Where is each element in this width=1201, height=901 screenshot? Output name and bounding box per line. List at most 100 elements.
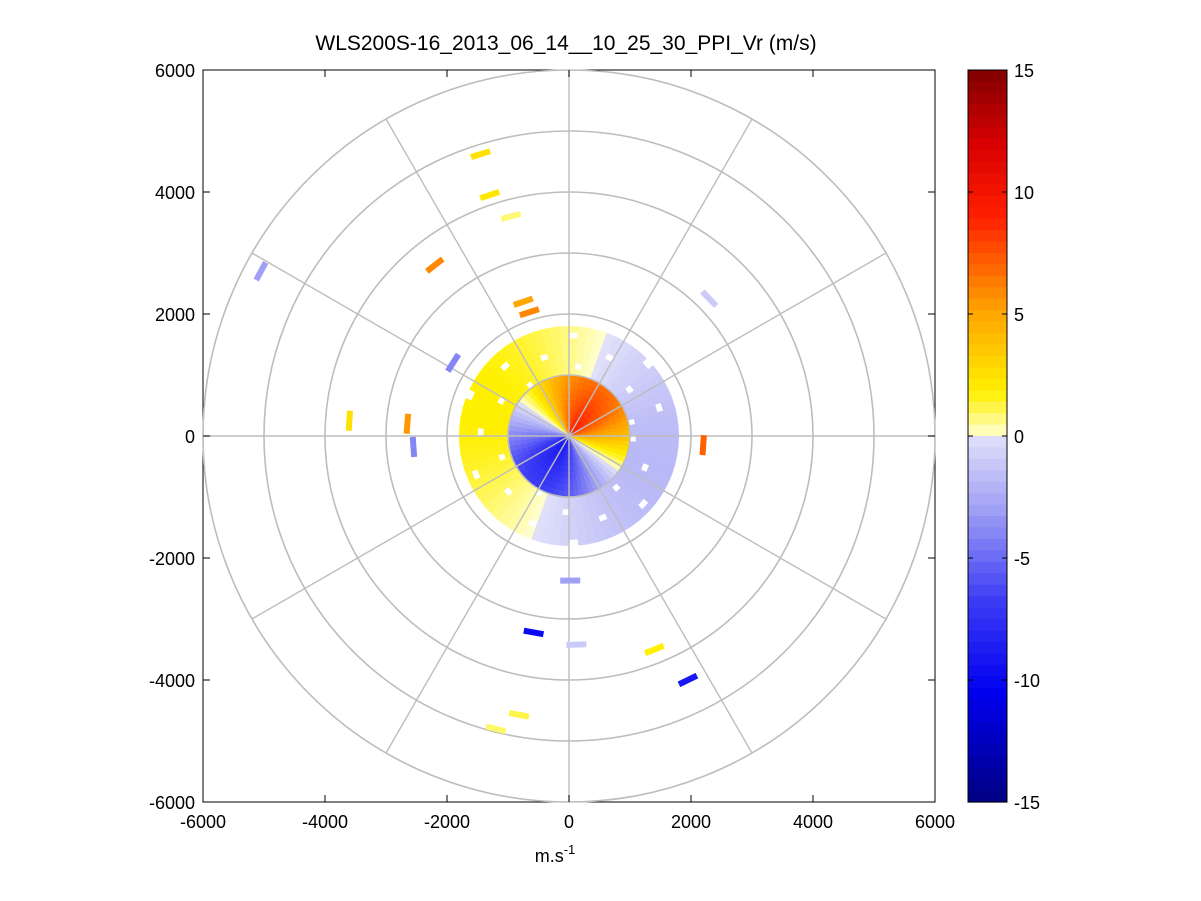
y-tick-label: 0 [185, 427, 195, 447]
velocity-cell [659, 435, 667, 445]
velocity-cell [459, 444, 468, 456]
velocity-cell [573, 381, 579, 389]
velocity-gate [508, 710, 530, 720]
spoke-line [251, 435, 570, 620]
velocity-gate [560, 577, 581, 584]
colorbar-tick-label: -15 [1014, 793, 1040, 813]
velocity-cell [513, 435, 521, 442]
velocity-cell [560, 338, 570, 346]
colorbar-band [968, 218, 1007, 231]
velocity-gate [485, 723, 507, 735]
velocity-cell [489, 435, 497, 444]
velocity-cell [495, 435, 503, 443]
velocity-cell [549, 537, 561, 546]
velocity-cell [559, 539, 570, 547]
velocity-cell [561, 356, 570, 364]
velocity-cell [559, 332, 570, 339]
spoke-line [568, 435, 887, 620]
colorbar-band [968, 150, 1007, 163]
velocity-cell [659, 427, 667, 437]
x-tick-label: 4000 [793, 812, 833, 832]
colorbar-band [968, 699, 1007, 712]
x-tick-labels: -6000 -4000 -2000 0 2000 4000 6000 [180, 812, 955, 832]
colorbar-band [968, 184, 1007, 197]
velocity-cell [568, 338, 578, 346]
colorbar-band [968, 687, 1007, 700]
velocity-gate [644, 643, 665, 656]
velocity-gate [523, 627, 544, 638]
colorbar-band [968, 516, 1007, 529]
velocity-cell [647, 428, 655, 437]
velocity-cell [568, 502, 576, 510]
velocity-cell [459, 416, 468, 428]
velocity-cell [465, 435, 472, 446]
velocity-gate [345, 410, 354, 431]
velocity-gate [479, 189, 501, 202]
velocity-cell [465, 426, 472, 437]
velocity-cell [568, 520, 578, 528]
colorbar-band [968, 550, 1007, 563]
velocity-cell [458, 426, 466, 437]
colorbar-band [968, 253, 1007, 266]
velocity-cell [640, 421, 649, 430]
velocity-gate [700, 289, 719, 308]
velocity-cell [647, 435, 655, 444]
velocity-cell [641, 435, 649, 444]
colorbar-band [968, 333, 1007, 346]
colorbar-band [968, 779, 1007, 792]
velocity-cell [641, 428, 649, 437]
velocity-cell [483, 420, 492, 430]
colorbar-band [968, 596, 1007, 609]
spoke-line [568, 118, 753, 437]
velocity-cell [646, 442, 655, 452]
axis-ticks [202, 69, 936, 803]
velocity-cell [561, 350, 570, 358]
colorbar-band [968, 527, 1007, 540]
velocity-cell [513, 430, 521, 437]
x-axis-label: m.s-1 [535, 842, 576, 866]
colorbar-band [968, 207, 1007, 220]
colorbar-band [968, 676, 1007, 689]
velocity-cell [560, 520, 570, 528]
velocity-cell [520, 427, 528, 433]
velocity-cell [568, 356, 577, 364]
colorbar-band [968, 321, 1007, 334]
y-tick-label: 6000 [155, 61, 195, 81]
colorbar-band [968, 584, 1007, 597]
y-tick-labels: 6000 4000 2000 0 -2000 -4000 -6000 [149, 61, 195, 813]
velocity-cell [559, 483, 565, 491]
colorbar-band [968, 619, 1007, 632]
velocity-gate [470, 148, 491, 161]
velocity-cell [560, 526, 570, 534]
velocity-cell [560, 477, 566, 485]
colorbar-band [968, 493, 1007, 506]
velocity-cell [616, 440, 624, 446]
velocity-cell [617, 430, 625, 437]
colorbar-tick-label: 10 [1014, 183, 1034, 203]
colorbar-band [968, 138, 1007, 151]
x-tick-label: 6000 [915, 812, 955, 832]
velocity-gate [699, 434, 707, 456]
colorbar-band [968, 653, 1007, 666]
velocity-cell [575, 350, 585, 359]
colorbar-band [968, 172, 1007, 185]
velocity-cell [572, 387, 578, 395]
velocity-gate [566, 641, 587, 648]
velocity-cell [489, 428, 497, 437]
velocity-gate [500, 210, 522, 222]
velocity-gate [512, 295, 534, 308]
velocity-cell [568, 325, 579, 333]
colorbar-band [968, 504, 1007, 517]
colorbar-band [968, 344, 1007, 357]
colorbar-band [968, 401, 1007, 414]
velocity-cell [560, 344, 570, 352]
velocity-cell [610, 439, 618, 445]
velocity-cell [554, 356, 563, 365]
velocity-gate [677, 672, 699, 688]
velocity-cell [634, 441, 643, 449]
colorbar-band [968, 733, 1007, 746]
colorbar-band [968, 436, 1007, 449]
velocity-cell [635, 435, 643, 443]
velocity-cell [559, 325, 570, 333]
velocity-cell [568, 362, 576, 370]
